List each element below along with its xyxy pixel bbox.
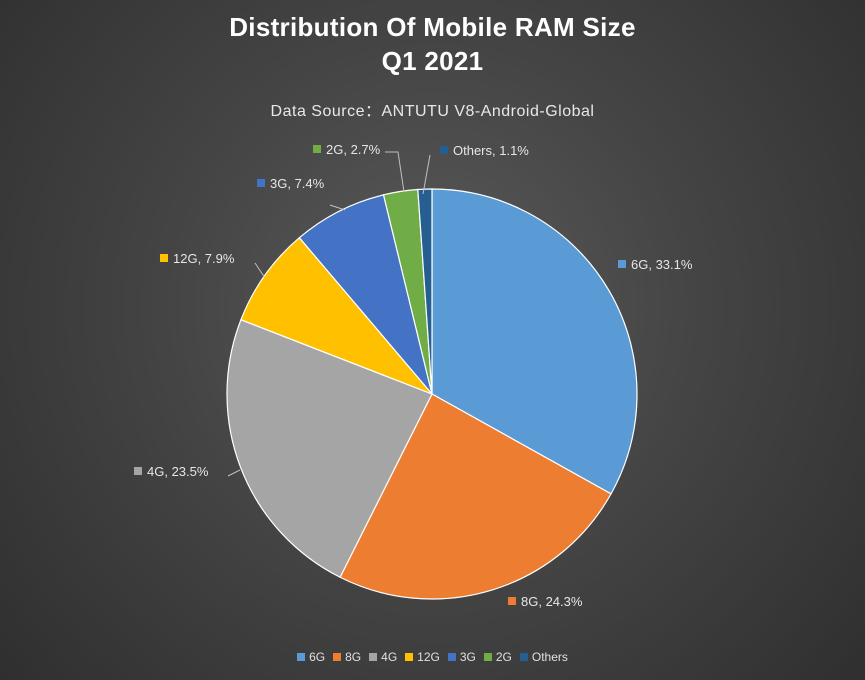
leader-lines bbox=[227, 151, 431, 477]
data-label-swatch-12g bbox=[160, 254, 168, 262]
legend-label-3g: 3G bbox=[459, 650, 476, 664]
data-label-2g: 2G, 2.7% bbox=[326, 142, 381, 157]
chart-title-line1: Distribution Of Mobile RAM Size bbox=[229, 12, 636, 42]
data-label-swatch-2g bbox=[313, 145, 321, 153]
pie-slices bbox=[226, 188, 638, 600]
legend-label-4g: 4G bbox=[381, 650, 398, 664]
data-label-6g: 6G, 33.1% bbox=[631, 257, 693, 272]
chart-title: Distribution Of Mobile RAM Size Q1 2021 bbox=[0, 10, 865, 78]
legend-item-4g: 4G bbox=[369, 650, 397, 664]
pie-slice-8g bbox=[339, 393, 612, 600]
legend-item-others: Others bbox=[519, 650, 568, 664]
legend-label-12g: 12G bbox=[417, 650, 440, 664]
legend-swatch-2g bbox=[483, 653, 492, 661]
legend-item-3g: 3G bbox=[447, 650, 476, 664]
data-label-swatch-4g bbox=[134, 467, 142, 475]
legend-label-6g: 6G bbox=[309, 650, 326, 664]
legend-item-12g: 12G bbox=[405, 650, 440, 664]
leader-line-2g bbox=[385, 151, 405, 193]
legend-swatch-3g bbox=[447, 653, 456, 661]
legend-label-others: Others bbox=[531, 650, 568, 664]
legend-item-8g: 8G bbox=[333, 650, 361, 664]
legend-swatch-others bbox=[519, 653, 528, 661]
pie-slice-others bbox=[417, 188, 433, 395]
leader-line-others bbox=[422, 154, 431, 195]
data-label-3g: 3G, 7.4% bbox=[270, 176, 325, 191]
data-label-swatch-others bbox=[440, 146, 448, 154]
legend-label-8g: 8G bbox=[345, 650, 362, 664]
data-label-swatch-8g bbox=[508, 597, 516, 605]
data-label-12g: 12G, 7.9% bbox=[173, 251, 235, 266]
legend-item-6g: 6G bbox=[297, 650, 325, 664]
legend-swatch-8g bbox=[333, 653, 342, 661]
leader-line-4g bbox=[227, 469, 241, 477]
pie-slice-6g bbox=[431, 188, 638, 495]
chart-title-line2: Q1 2021 bbox=[381, 46, 484, 76]
legend-swatch-12g bbox=[405, 653, 414, 661]
leader-line-12g bbox=[254, 262, 266, 279]
legend-swatch-4g bbox=[369, 653, 378, 661]
pie-slice-12g bbox=[240, 236, 433, 395]
legend: 6G 8G 4G 12G 3G 2G Others bbox=[0, 650, 865, 664]
data-label-8g: 8G, 24.3% bbox=[521, 594, 583, 609]
legend-label-2g: 2G bbox=[495, 650, 512, 664]
legend-swatch-6g bbox=[297, 653, 306, 661]
chart-subtitle: Data Source：ANTUTU V8-Android-Global bbox=[270, 103, 595, 120]
data-label-swatch-3g bbox=[257, 179, 265, 187]
data-label-4g: 4G, 23.5% bbox=[147, 464, 209, 479]
pie-slice-4g bbox=[226, 318, 433, 579]
data-labels: 6G, 33.1% 8G, 24.3% 4G, 23.5% 12G, 7.9% 3G, … bbox=[134, 142, 693, 609]
leader-line-3g bbox=[329, 204, 346, 211]
data-label-swatch-6g bbox=[618, 260, 626, 268]
legend-item-2g: 2G bbox=[483, 650, 512, 664]
data-label-others: Others, 1.1% bbox=[453, 143, 529, 158]
